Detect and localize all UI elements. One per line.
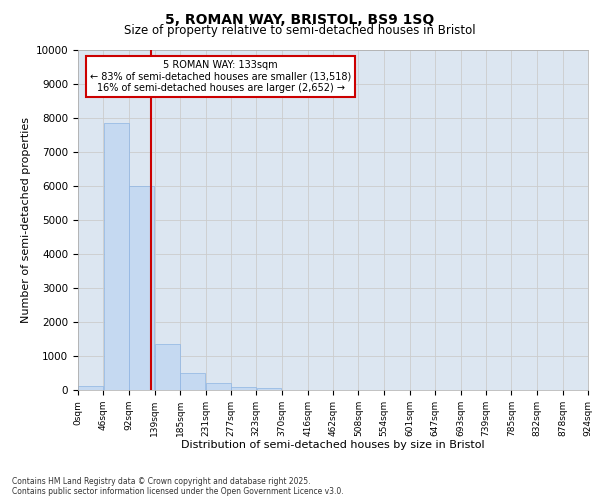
Text: 5 ROMAN WAY: 133sqm
← 83% of semi-detached houses are smaller (13,518)
16% of se: 5 ROMAN WAY: 133sqm ← 83% of semi-detach… [90, 60, 352, 94]
Bar [206, 383, 230, 390]
Text: 5, ROMAN WAY, BRISTOL, BS9 1SQ: 5, ROMAN WAY, BRISTOL, BS9 1SQ [166, 12, 434, 26]
Bar [257, 388, 281, 390]
Bar [78, 386, 103, 390]
Bar [129, 186, 154, 390]
Bar [155, 344, 180, 390]
X-axis label: Distribution of semi-detached houses by size in Bristol: Distribution of semi-detached houses by … [181, 440, 485, 450]
Text: Contains HM Land Registry data © Crown copyright and database right 2025.
Contai: Contains HM Land Registry data © Crown c… [12, 476, 344, 496]
Y-axis label: Number of semi-detached properties: Number of semi-detached properties [22, 117, 31, 323]
Bar [231, 386, 256, 390]
Bar [181, 373, 205, 390]
Bar [104, 123, 128, 390]
Text: Size of property relative to semi-detached houses in Bristol: Size of property relative to semi-detach… [124, 24, 476, 37]
